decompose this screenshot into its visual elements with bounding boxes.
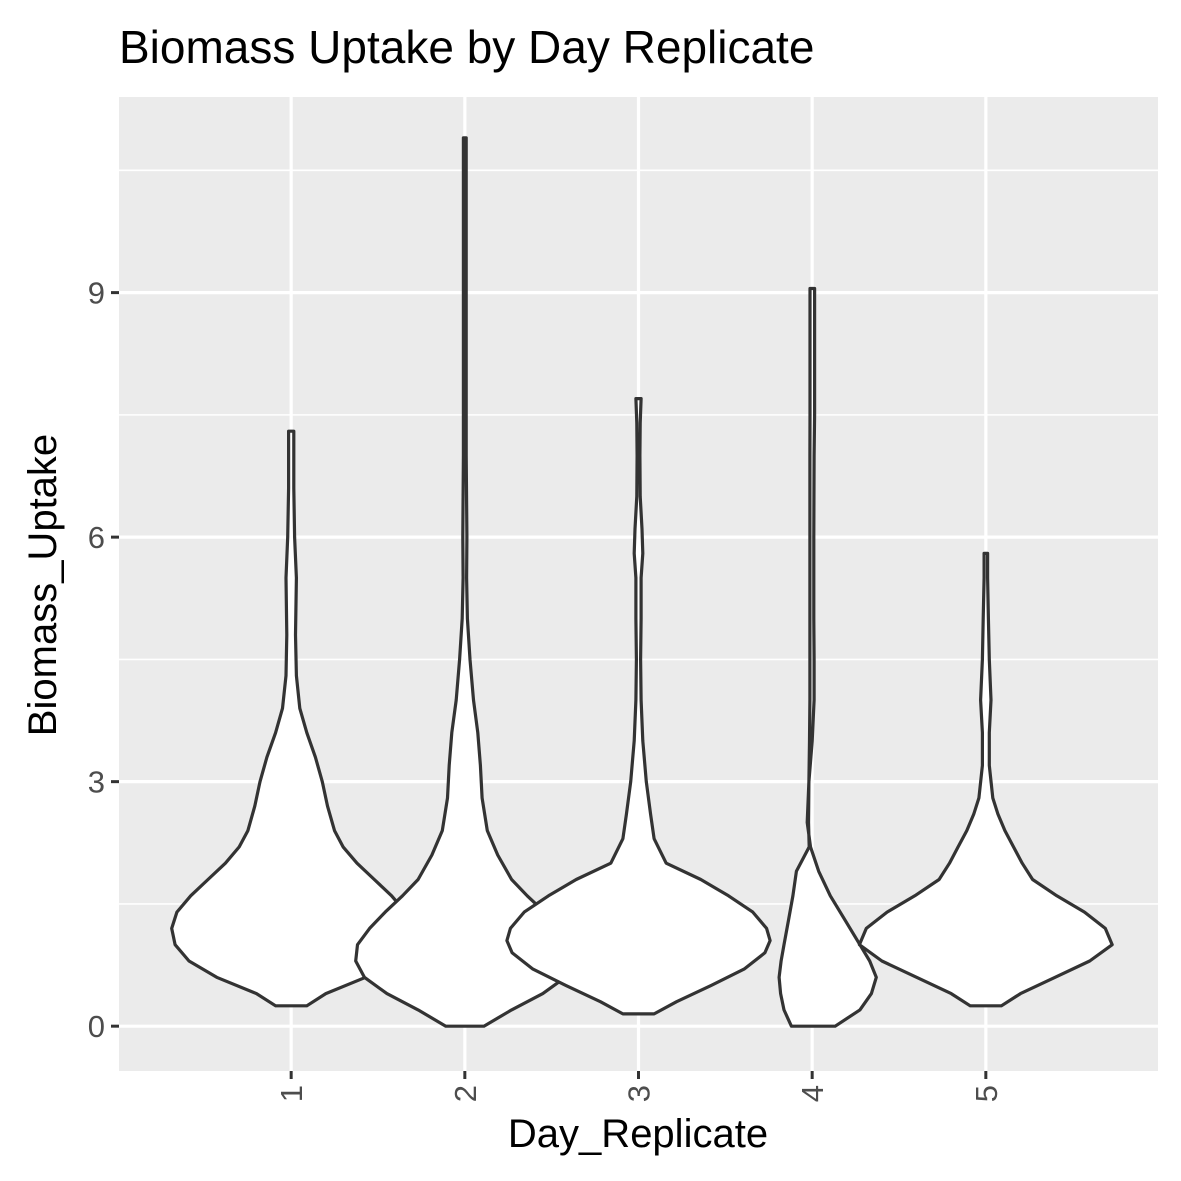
x-tick-label: 4: [795, 1085, 830, 1102]
x-tick-label: 1: [274, 1085, 309, 1102]
violin-1: [170, 429, 413, 1008]
violins: [170, 136, 1114, 1028]
x-axis-title: Day_Replicate: [508, 1112, 768, 1156]
x-tick-label: 2: [448, 1085, 483, 1102]
violin-2: [354, 136, 576, 1028]
y-axis-title: Biomass_Uptake: [21, 434, 65, 736]
x-tick-label: 3: [622, 1085, 657, 1102]
chart-title: Biomass Uptake by Day Replicate: [119, 21, 814, 73]
y-tick-label: 3: [88, 765, 105, 800]
violin-3: [505, 397, 772, 1016]
y-tick-label: 0: [88, 1009, 105, 1044]
y-tick-label: 6: [88, 520, 105, 555]
x-tick-label: 5: [969, 1085, 1004, 1102]
x-axis: 1 2 3 4 5: [274, 1071, 1004, 1102]
y-tick-label: 9: [88, 276, 105, 311]
violin-4: [777, 286, 878, 1028]
violin-5: [857, 551, 1114, 1008]
y-axis: 0 3 6 9: [88, 276, 119, 1044]
